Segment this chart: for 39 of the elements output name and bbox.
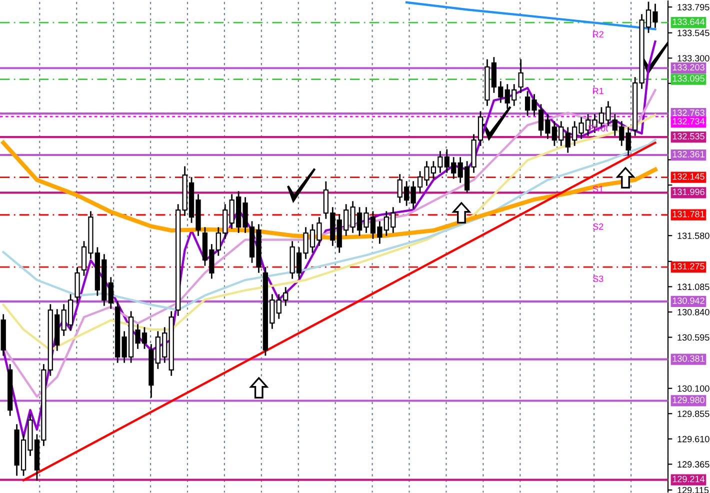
y-tick-label: 129.610 [678,436,710,442]
y-tick-label: 130.100 [678,385,710,392]
ref-line-label: 132.145 [672,173,704,180]
annotation: S3 [593,276,604,282]
candlestick [518,59,524,93]
line-series [2,138,656,312]
ref-line-label: 132.535 [672,133,704,140]
ref-line-label: 129.214 [672,476,705,482]
y-tick-label: 131.580 [678,232,710,239]
ref-line-label: 133.095 [672,75,704,82]
y-tick-label: 130.595 [678,334,710,341]
ref-line-label: 133.644 [672,18,705,26]
ref-line-label: 132.763 [672,110,704,116]
annotation: S2 [593,223,604,230]
candlestick [108,277,114,309]
ref-line-label: 132.734 [672,118,705,124]
y-tick-label: 129.365 [678,461,710,468]
ref-line-label: 131.996 [672,188,704,196]
y-tick-label: 133.795 [678,4,710,10]
candlestick [626,127,631,156]
ref-line-label: 130.381 [672,355,704,362]
y-tick-label: 129.855 [678,410,710,417]
ref-line-label: 129.980 [672,396,704,404]
line-series [1,140,658,240]
ref-line-label: 132.361 [672,151,704,158]
y-tick-label: 131.085 [678,284,710,290]
y-tick-label: 133.545 [678,30,710,36]
ref-line-label: 131.781 [672,210,704,218]
y-tick-label: 130.840 [678,308,710,316]
line-series [2,88,656,398]
line-series [2,114,656,352]
y-tick-label: 133.300 [678,55,710,62]
ref-line-label: 133.203 [672,64,704,71]
annotation: R2 [593,31,604,38]
annotation: R1 [593,88,604,94]
line-series [405,1,656,30]
y-tick-label: 129.115 [678,486,709,493]
ref-line-label: 130.942 [672,297,704,304]
ref-line-label: 131.275 [672,263,704,270]
